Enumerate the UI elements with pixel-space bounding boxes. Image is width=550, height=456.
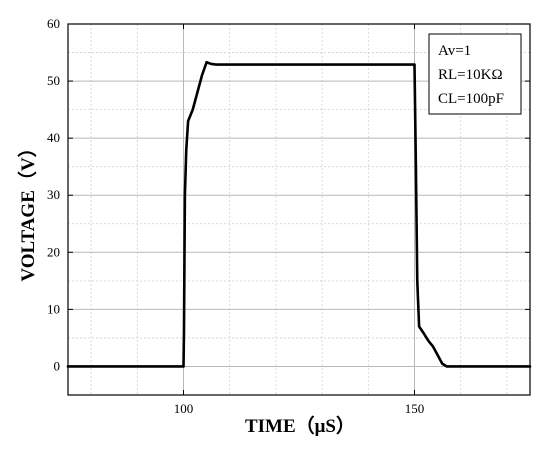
- plot-frame: [67, 23, 531, 396]
- tick-marks: [68, 23, 530, 395]
- x-axis-title: TIME（μS）: [245, 414, 355, 437]
- y-tick-label: 10: [47, 301, 60, 316]
- y-tick-label: 60: [47, 16, 60, 31]
- y-axis-title: VOLTAGE（V）: [16, 138, 39, 281]
- legend-gain: Av=1: [438, 43, 471, 59]
- series-layer: [66, 60, 532, 368]
- y-tick-label: 50: [47, 73, 60, 88]
- y-tick-label: 20: [47, 244, 60, 259]
- legend-load-capacitance: CL=100pF: [438, 91, 504, 107]
- y-tick-label: 0: [54, 358, 61, 373]
- legend-load-resistance: RL=10KΩ: [438, 67, 503, 83]
- y-tick-label: 30: [47, 187, 60, 202]
- legend-box: Av=1 RL=10KΩ CL=100pF: [428, 33, 522, 115]
- x-tick-label: 150: [405, 401, 425, 416]
- y-tick-label: 40: [47, 130, 60, 145]
- legend-frame: [428, 33, 522, 115]
- tick-labels: 0 10 20 30 40 50 60 100 150: [47, 16, 424, 416]
- x-tick-label: 100: [174, 401, 194, 416]
- voltage-series-line: [66, 60, 532, 368]
